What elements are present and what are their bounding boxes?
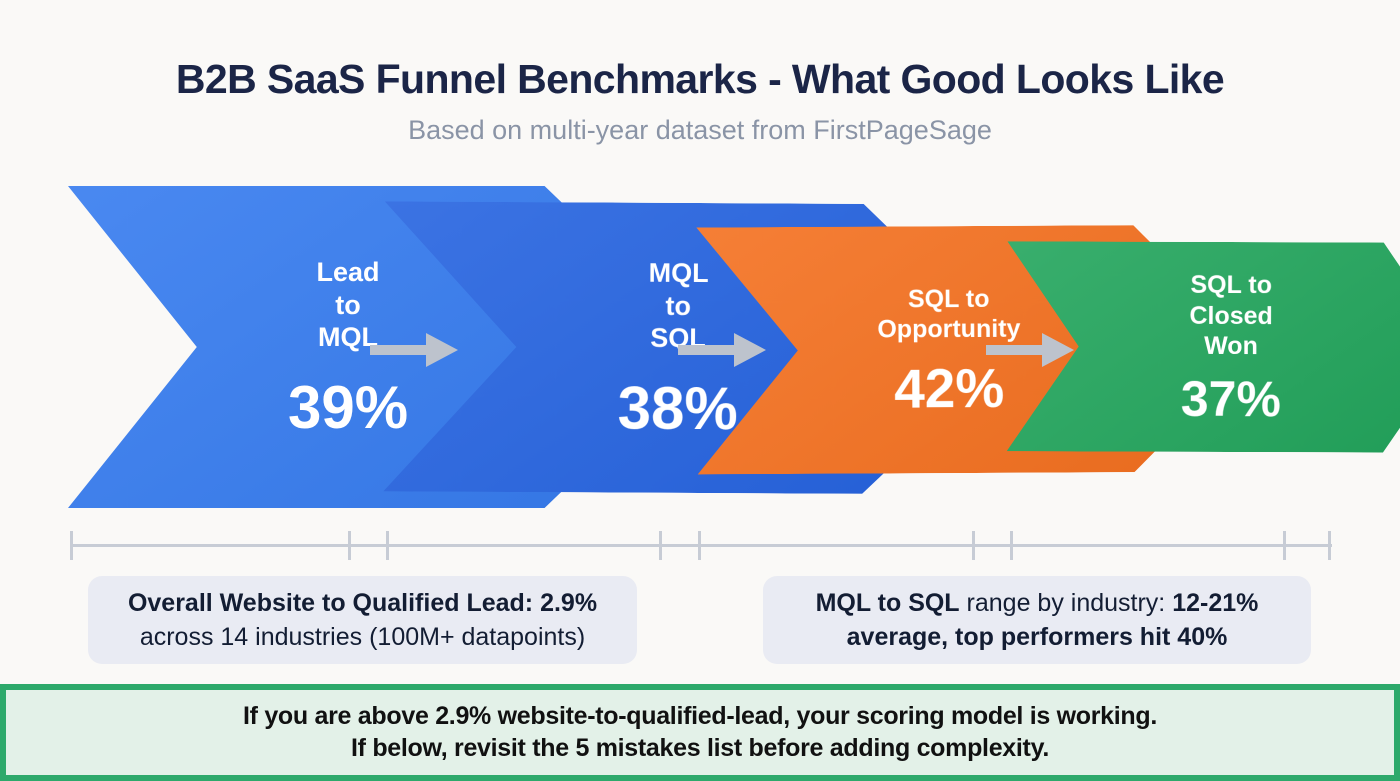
- stage-label: SQL to Closed Won: [1189, 271, 1273, 361]
- callout-bold-text: Overall Website to Qualified Lead: 2.9%: [127, 588, 598, 617]
- ruler-tick: [385, 531, 389, 560]
- page-subtitle: Based on multi-year dataset from FirstPa…: [408, 115, 992, 145]
- banner-line-1: If you are above 2.9% website-to-qualifi…: [243, 702, 1157, 730]
- ruler-tick: [972, 531, 976, 560]
- callout-line-1: Overall Website to Qualified Lead: 2.9%: [128, 586, 597, 620]
- callout-line-2: across 14 industries (100M+ datapoints): [140, 620, 585, 654]
- ruler-tick: [1282, 531, 1286, 560]
- insight-banner: If you are above 2.9% website-to-qualifi…: [0, 684, 1400, 781]
- stage-value: 38%: [617, 374, 738, 443]
- ruler-tick: [698, 531, 702, 560]
- flow-arrow-icon: [370, 333, 458, 367]
- page-title: B2B SaaS Funnel Benchmarks - What Good L…: [175, 56, 1225, 102]
- ruler-tick: [1010, 531, 1014, 560]
- flow-arrow-icon: [986, 333, 1074, 367]
- callout-line-2: average, top performers hit 40%: [847, 620, 1228, 654]
- callout-bold-text: 12-21%: [1172, 588, 1259, 617]
- ruler-tick: [347, 531, 351, 560]
- callout-regular-text: across 14 industries (100M+ datapoints): [139, 623, 586, 651]
- callout-website-to-qualified-lead: Overall Website to Qualified Lead: 2.9% …: [88, 576, 637, 664]
- callout-mql-to-sql-range: MQL to SQL range by industry: 12-21% ave…: [763, 576, 1311, 664]
- stage-value: 37%: [1180, 370, 1281, 427]
- scale-ruler: [70, 531, 1332, 560]
- stage-label: Lead to MQL: [316, 256, 380, 353]
- callout-bold-text: average, top performers hit 40%: [846, 623, 1228, 651]
- ruler-tick: [659, 531, 663, 560]
- ruler-tick: [1328, 531, 1332, 560]
- callout-line-1: MQL to SQL range by industry: 12-21%: [816, 586, 1259, 620]
- ruler-tick: [70, 531, 73, 560]
- stage-value: 39%: [287, 374, 409, 442]
- banner-line-2: If below, revisit the 5 mistakes list be…: [351, 734, 1049, 762]
- callout-bold-text: MQL to SQL: [815, 588, 960, 617]
- flow-arrow-icon: [678, 333, 766, 367]
- callout-regular-text: range by industry:: [959, 588, 1173, 617]
